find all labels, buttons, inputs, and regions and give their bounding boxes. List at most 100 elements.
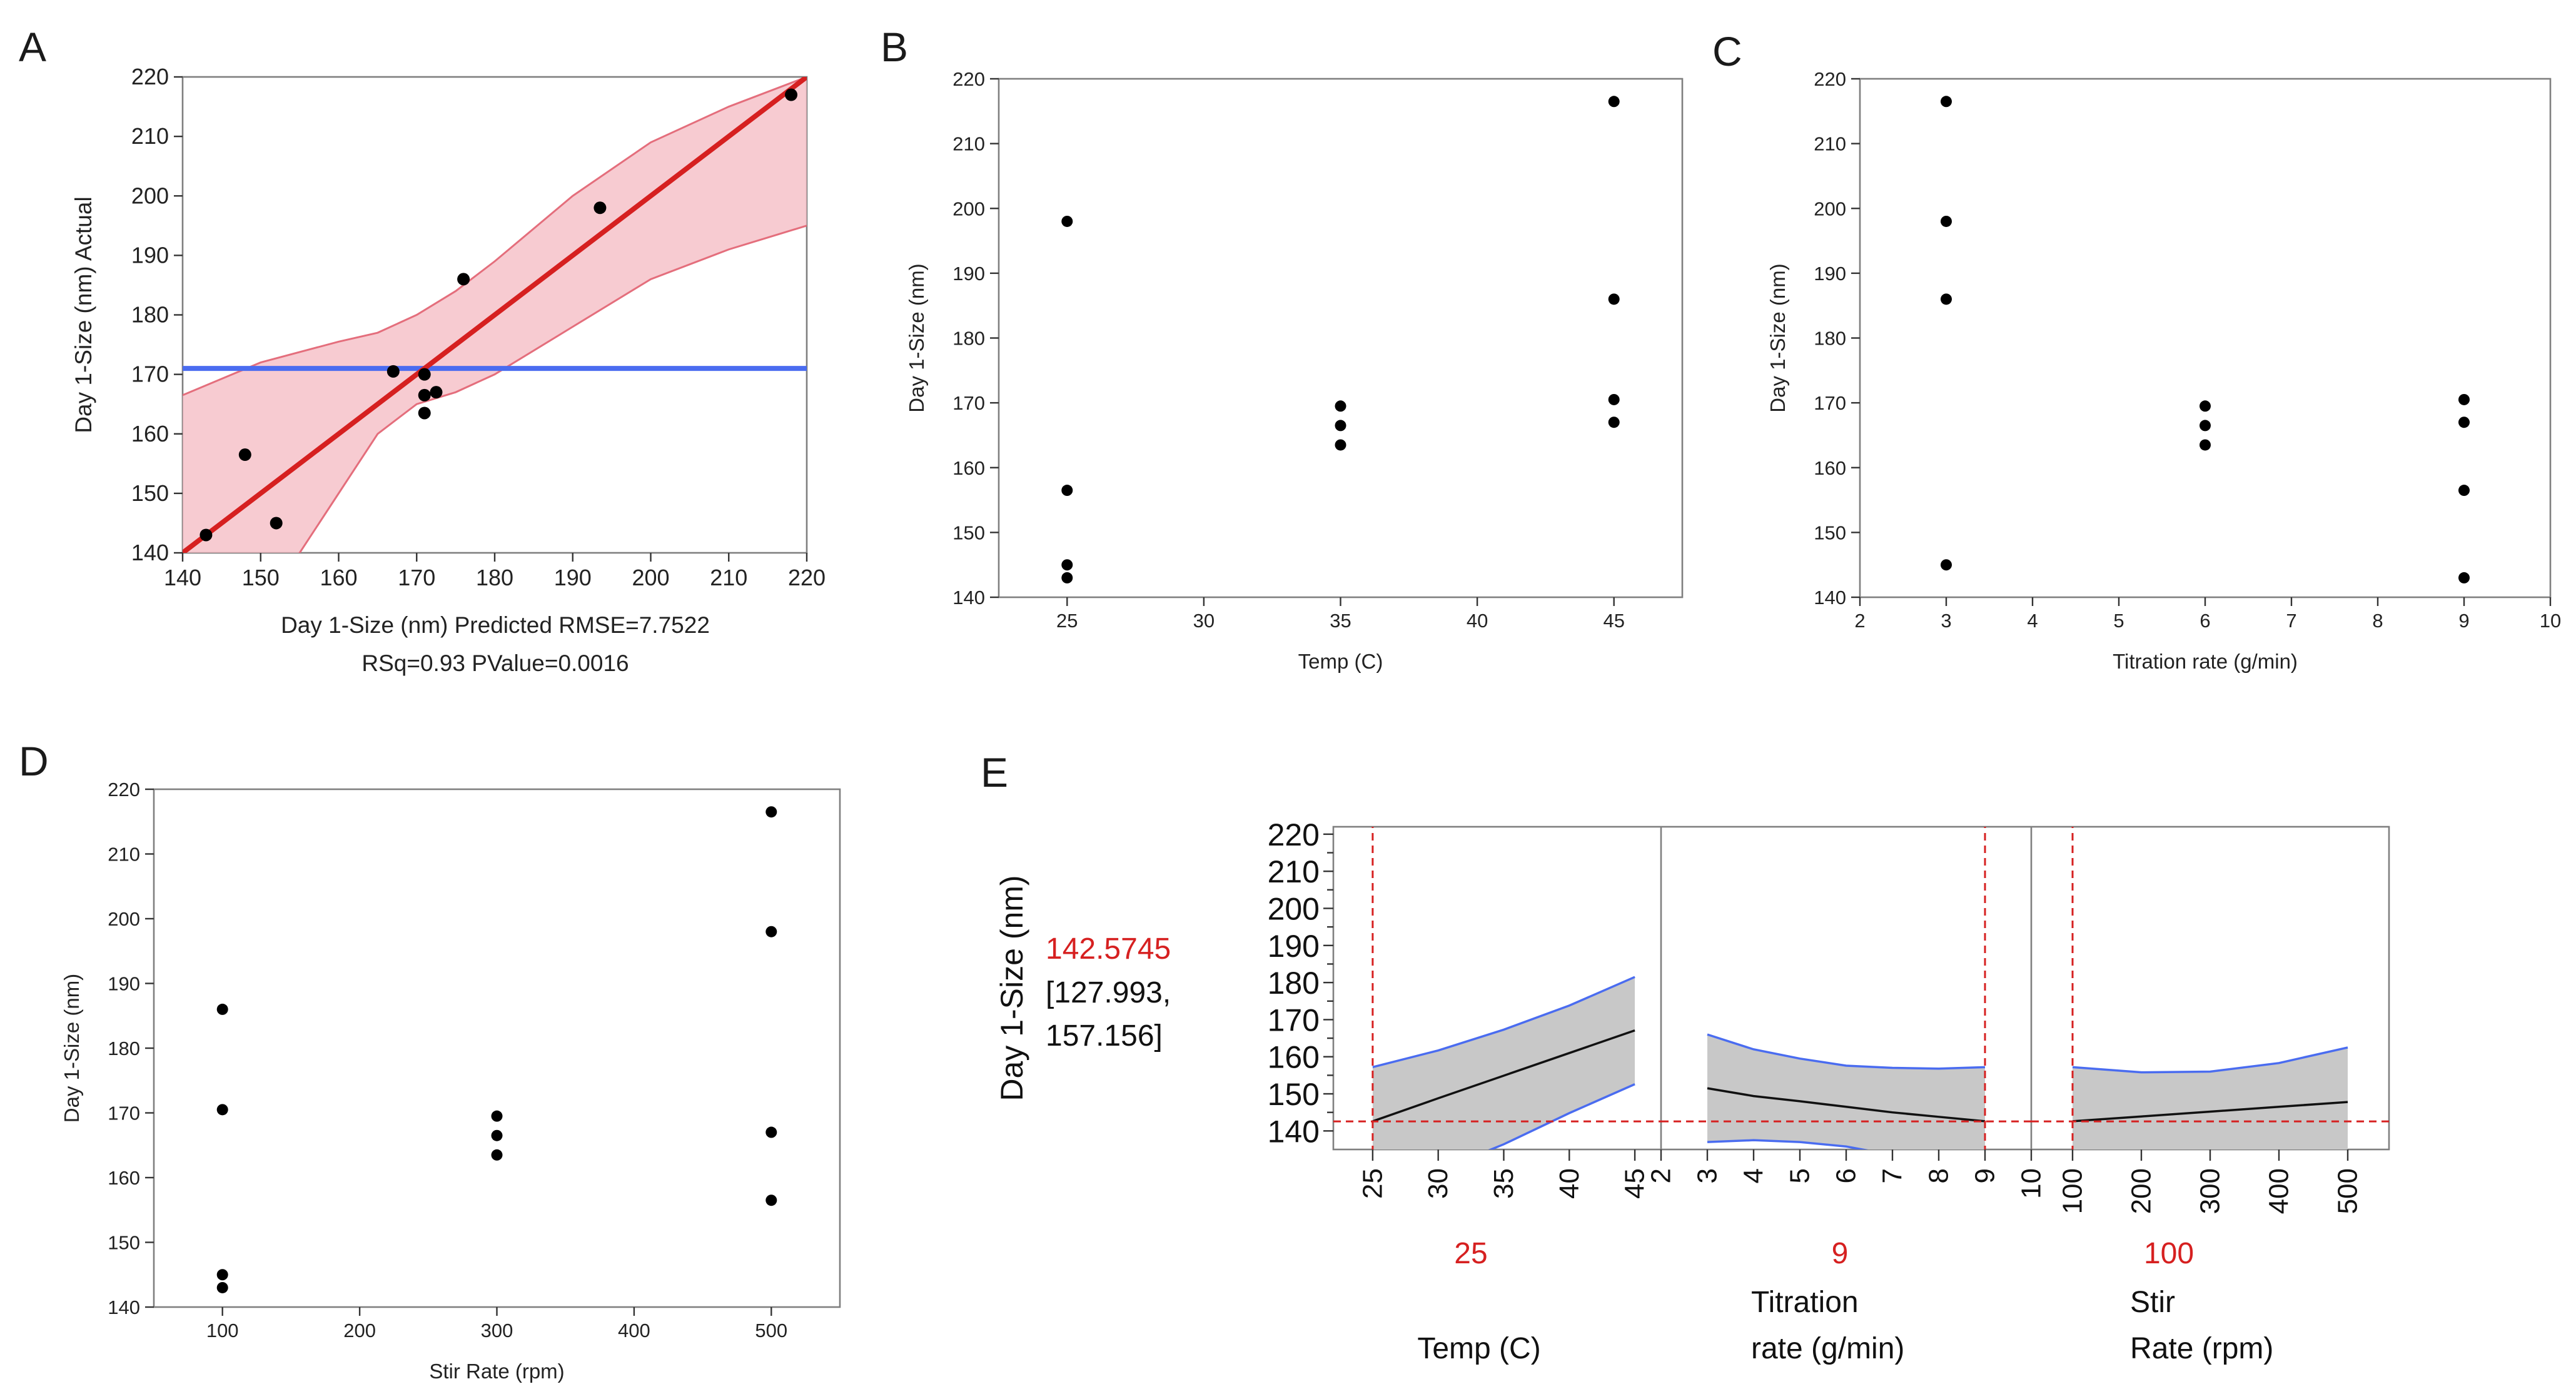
data-point (1061, 559, 1073, 571)
y-tick-label: 210 (131, 123, 169, 149)
data-point (386, 365, 400, 378)
data-point (200, 528, 213, 542)
data-point (491, 1110, 503, 1122)
y-tick-label: 160 (108, 1167, 140, 1189)
x-tick-label: 100 (2058, 1168, 2088, 1214)
panel-letter-a: A (19, 24, 46, 70)
data-point (430, 386, 443, 399)
y-tick-label: 200 (131, 183, 169, 208)
x-tick-label: 100 (206, 1320, 239, 1341)
x-tick-label: 30 (1423, 1168, 1453, 1199)
mean-profile-line (2072, 1101, 2348, 1123)
x-tick-label: 200 (343, 1320, 376, 1341)
x-tick-label: 400 (618, 1320, 650, 1341)
factor-label-line1: Stir (2130, 1286, 2175, 1319)
x-tick-label: 300 (481, 1320, 513, 1341)
data-point (1061, 572, 1073, 583)
y-tick-label: 160 (1268, 1040, 1320, 1075)
factor-label-line2: rate (g/min) (1751, 1332, 1904, 1365)
x-tick-label: 9 (1970, 1168, 2001, 1183)
data-point (1608, 96, 1620, 108)
panel-letter-e: E (981, 749, 1008, 795)
x-tick-label: 35 (1488, 1168, 1519, 1199)
data-point (491, 1149, 503, 1161)
data-point (1941, 215, 1952, 227)
prediction-interval-low: [127.993, (1046, 976, 1171, 1009)
x-tick-label: 40 (1467, 610, 1488, 632)
data-point (216, 1281, 228, 1293)
x-tick-label: 180 (476, 565, 513, 590)
data-point (1061, 215, 1073, 227)
data-point (765, 1126, 777, 1138)
band-lower-edge (1707, 1139, 1869, 1149)
x-tick-label: 4 (1739, 1168, 1769, 1183)
x-tick-label: 210 (710, 565, 747, 590)
y-tick-label: 150 (131, 480, 169, 506)
y-tick-label: 200 (1268, 891, 1320, 926)
panel-a-actual-vs-predicted: 140 150 160 170 180 190 200 210 220 140 150 160 170 1… (71, 64, 826, 676)
data-point (593, 201, 607, 215)
data-point (765, 1194, 777, 1206)
data-point (1608, 417, 1620, 428)
profile-2 (1661, 827, 2031, 1149)
y-tick-label: 190 (952, 263, 985, 285)
x-tick-label: 45 (1620, 1168, 1650, 1199)
data-point (2458, 485, 2470, 497)
x-tick-label: 30 (1193, 610, 1215, 632)
predicted-value: 142.5745 (1046, 932, 1171, 966)
data-point (1608, 393, 1620, 405)
y-tick-label: 180 (108, 1038, 140, 1059)
data-point (1608, 293, 1620, 305)
data-point (1941, 559, 1952, 571)
x-tick-label: 400 (2264, 1168, 2295, 1214)
panel-b-temp-scatter: 140 150 160 170 180 190 200 210 220 25 30 35 40 45 Tem… (905, 68, 1684, 673)
y-axis-label: Day 1-Size (nm) (994, 875, 1029, 1101)
y-tick-label: 160 (952, 457, 985, 479)
data-point (2458, 572, 2470, 583)
band-upper-edge (183, 77, 807, 396)
y-tick-label: 170 (131, 361, 169, 387)
data-point (2200, 420, 2211, 432)
x-tick-label: 3 (1692, 1168, 1723, 1183)
x-tick-label: 2 (1854, 610, 1865, 632)
y-tick-label: 220 (1814, 68, 1846, 90)
current-setting-value: 100 (2144, 1237, 2194, 1270)
y-tick-label: 160 (1814, 457, 1846, 479)
band-lower-edge (1488, 1083, 1635, 1149)
x-tick-label: 5 (1785, 1168, 1816, 1183)
y-axis-label: Day 1-Size (nm) (905, 263, 928, 412)
current-setting-value: 9 (1832, 1237, 1849, 1270)
x-tick-label: 5 (2113, 610, 2124, 632)
data-point (1335, 420, 1346, 432)
y-tick-label: 190 (108, 973, 140, 995)
fit-line (183, 77, 807, 553)
y-tick-label: 140 (1814, 587, 1846, 609)
y-tick-label: 210 (108, 844, 140, 866)
plot-area (153, 788, 841, 1308)
x-tick-label: 7 (1877, 1168, 1908, 1183)
y-axis-label: Day 1-Size (nm) (1766, 263, 1789, 412)
factor-label-line2: Rate (rpm) (2130, 1332, 2273, 1365)
plot-area (998, 78, 1684, 598)
data-point (1061, 485, 1073, 497)
x-tick-label: 2 (1646, 1168, 1677, 1183)
data-point (1941, 293, 1952, 305)
x-tick-label: 45 (1603, 610, 1624, 632)
y-axis-label: Day 1-Size (nm) (60, 974, 83, 1123)
data-point (418, 368, 431, 381)
y-tick-label: 220 (108, 779, 140, 801)
x-axis-label: Stir Rate (rpm) (429, 1360, 564, 1383)
factor-label: Temp (C) (1417, 1332, 1540, 1365)
data-point (457, 273, 470, 286)
y-axis-label: Day 1-Size (nm) Actual (71, 196, 96, 433)
y-tick-label: 160 (131, 421, 169, 447)
y-tick-label: 170 (1268, 1003, 1320, 1038)
x-tick-label: 220 (788, 565, 826, 590)
data-point (491, 1129, 503, 1141)
y-tick-label: 150 (1268, 1077, 1320, 1112)
x-tick-label: 6 (2200, 610, 2210, 632)
y-tick-label: 150 (952, 522, 985, 543)
x-tick-label: 190 (554, 565, 592, 590)
